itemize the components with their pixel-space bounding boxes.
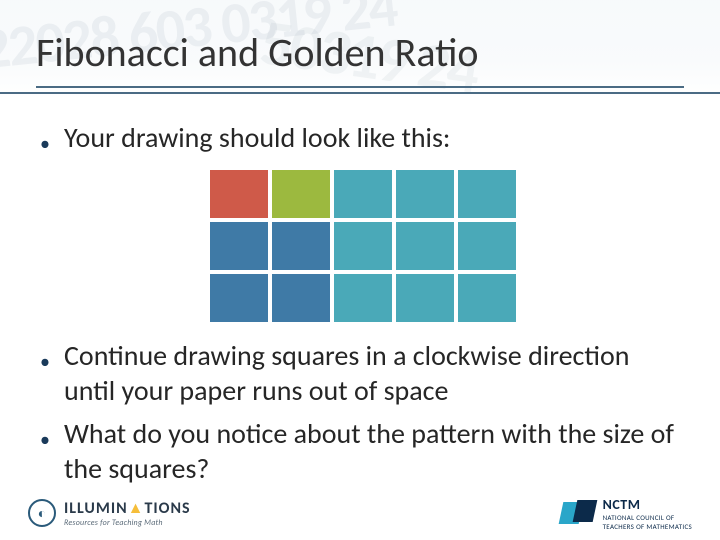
fibonacci-grid	[210, 170, 510, 322]
illuminations-logo: ◐ ILLUMIN▲TIONS Resources for Teaching M…	[28, 499, 191, 528]
bullet-2-text: Continue drawing squares in a clockwise …	[64, 338, 680, 408]
fib-square-two	[210, 222, 330, 322]
nctm-mark-icon	[561, 500, 595, 526]
slide-title: Fibonacci and Golden Ratio	[36, 28, 479, 77]
footer: ◐ ILLUMIN▲TIONS Resources for Teaching M…	[0, 486, 720, 540]
illuminations-tagline: Resources for Teaching Math	[64, 518, 191, 528]
bullet-1-row: • Your drawing should look like this:	[40, 120, 680, 163]
illuminations-wordmark: ILLUMIN▲TIONS	[64, 499, 191, 518]
fib-square-one-a	[210, 170, 268, 218]
fib-square-three	[334, 170, 516, 322]
nctm-acronym: NCTM	[603, 496, 692, 513]
bullet-marker: •	[40, 134, 50, 154]
bullet-marker: •	[40, 352, 50, 372]
bullet-block-2: • Continue drawing squares in a clockwis…	[40, 338, 680, 494]
triangle-icon: ▲	[128, 499, 145, 518]
nctm-logo: NCTM NATIONAL COUNCIL OF TEACHERS OF MAT…	[561, 496, 692, 531]
bullet-marker: •	[40, 430, 50, 450]
illum-pre: ILLUMIN	[64, 499, 128, 518]
title-rule-inner	[36, 86, 684, 88]
illuminations-mark-icon: ◐	[28, 499, 56, 527]
bullet-3-text: What do you notice about the pattern wit…	[64, 416, 680, 486]
bullet-1-text: Your drawing should look like this:	[64, 120, 450, 155]
illum-post: TIONS	[144, 499, 190, 518]
title-rule-outer	[0, 92, 720, 94]
fib-square-one-b	[272, 170, 330, 218]
nctm-org-line: NATIONAL COUNCIL OF TEACHERS OF MATHEMAT…	[603, 513, 692, 531]
